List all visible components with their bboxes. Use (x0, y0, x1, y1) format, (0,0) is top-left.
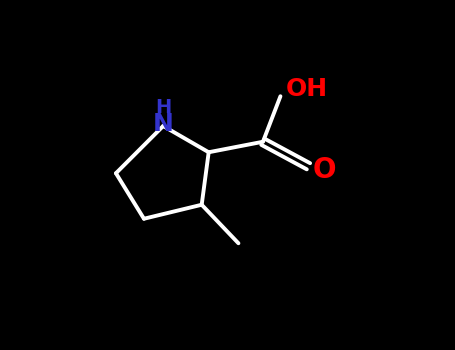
Text: N: N (153, 112, 174, 136)
Text: OH: OH (286, 77, 328, 100)
Text: O: O (313, 156, 336, 184)
Text: H: H (155, 98, 172, 117)
